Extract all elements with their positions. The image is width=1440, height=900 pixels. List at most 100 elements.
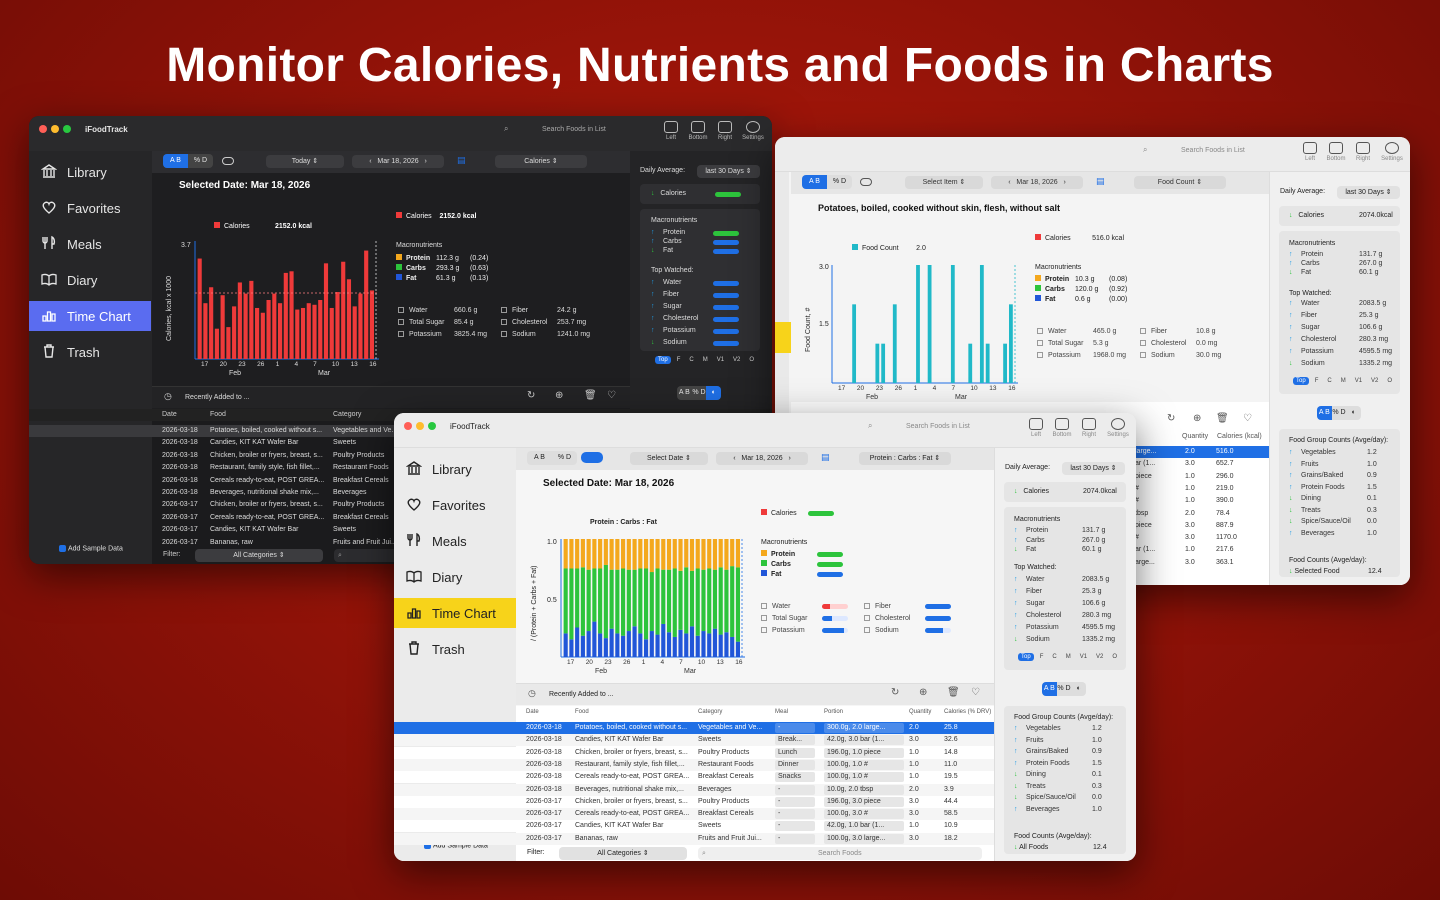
food-count-bar[interactable] — [979, 265, 984, 383]
side-mode-segment[interactable]: A B % D ◐ — [677, 386, 721, 400]
ratio-bar-fat[interactable] — [655, 634, 660, 657]
minimize-button[interactable] — [416, 422, 424, 430]
pd-mode[interactable]: % D — [832, 178, 847, 185]
sidebar-item-trash[interactable]: Trash — [29, 337, 151, 367]
ratio-bar-carbs[interactable] — [678, 570, 683, 630]
ratio-bar-carbs[interactable] — [626, 569, 631, 632]
ratio-bar-carbs[interactable] — [592, 568, 597, 622]
column-header[interactable]: Meal — [775, 709, 789, 715]
table-row[interactable]: 2026-03-18 Candies, KIT KAT Wafer Bar Swee… — [394, 734, 994, 747]
ratio-bar-fat[interactable] — [684, 633, 689, 657]
calorie-bar[interactable] — [237, 282, 242, 359]
ratio-bar-protein[interactable] — [586, 539, 591, 570]
sidebar-item-library[interactable]: Library — [29, 157, 151, 187]
sidebar-item-favorites[interactable]: Favorites — [29, 193, 151, 223]
sidebar-item-library[interactable]: Library — [394, 454, 516, 484]
side-pd-mode[interactable]: % D — [1332, 409, 1346, 416]
side-mode-segment[interactable]: A B % D ◐ — [1317, 406, 1361, 420]
ratio-bar-fat[interactable] — [575, 627, 580, 658]
trash-icon[interactable]: 🗑 — [947, 687, 960, 698]
portion-select[interactable]: 100.0g, 3.0 large... — [824, 833, 904, 844]
tab-o[interactable]: O — [749, 357, 755, 363]
meal-select[interactable]: - — [775, 723, 815, 733]
ratio-bar-fat[interactable] — [695, 635, 700, 657]
ratio-bar-carbs[interactable] — [649, 572, 654, 632]
ratio-bar-fat[interactable] — [735, 641, 740, 657]
portion-select[interactable]: 100.0g, 1.0 # — [824, 772, 904, 783]
ratio-bar-carbs[interactable] — [707, 568, 712, 634]
ratio-bar-protein[interactable] — [626, 539, 631, 570]
refresh-icon[interactable]: ↻ — [1167, 413, 1176, 424]
tab-v1[interactable]: V1 — [716, 357, 725, 363]
period-select[interactable]: last 30 Days ⇕ — [1337, 186, 1400, 199]
ratio-bar-protein[interactable] — [649, 539, 654, 573]
tab-m[interactable]: M — [1065, 654, 1071, 660]
ab-mode[interactable]: A B — [802, 175, 827, 189]
favorite-add-icon[interactable]: ♡ — [607, 390, 616, 401]
calorie-bar[interactable] — [272, 293, 277, 359]
nutrient-checkbox[interactable] — [864, 615, 870, 622]
quantity-header[interactable]: Quantity — [1182, 433, 1209, 440]
ratio-bar-fat[interactable] — [592, 621, 597, 657]
bottom-panel-button[interactable]: Bottom — [687, 121, 709, 141]
target-icon[interactable]: ⊕ — [1193, 413, 1202, 424]
ab-mode[interactable]: A B — [534, 454, 545, 461]
date-stepper[interactable]: ‹ Mar 18, 2026 › — [716, 452, 808, 465]
ratio-bar-carbs[interactable] — [689, 570, 695, 627]
settings-button[interactable]: Settings — [740, 121, 766, 141]
ratio-bar-fat[interactable] — [580, 635, 585, 657]
date-stepper[interactable]: ‹ Mar 18, 2026 › — [352, 155, 444, 168]
nutrient-checkbox[interactable] — [761, 615, 767, 622]
date-stepper[interactable]: ‹ Mar 18, 2026 › — [991, 176, 1083, 189]
nutrient-checkbox[interactable] — [761, 603, 767, 610]
calorie-bar[interactable] — [220, 295, 225, 359]
tab-top[interactable]: Top — [1293, 377, 1309, 385]
ratio-bar-fat[interactable] — [586, 631, 591, 657]
ratio-bar-protein[interactable] — [712, 539, 718, 570]
calorie-bar[interactable] — [260, 312, 265, 359]
ratio-bar-fat[interactable] — [672, 636, 677, 657]
ratio-bar-protein[interactable] — [655, 539, 660, 569]
calorie-bar[interactable] — [358, 293, 363, 359]
ratio-bar-carbs[interactable] — [730, 566, 735, 637]
left-panel-button[interactable]: Left — [1299, 142, 1321, 162]
date-select[interactable]: Select Date ⇕ — [630, 452, 708, 465]
portion-select[interactable]: 300.0g, 2.0 large... — [824, 723, 904, 733]
item-select[interactable]: Select Item ⇕ — [905, 176, 983, 189]
ratio-bar-protein[interactable] — [684, 539, 689, 568]
add-sample-checkbox[interactable]: Add Sample Data — [424, 842, 488, 849]
nutrient-checkbox[interactable] — [1037, 352, 1043, 359]
tab-f[interactable]: F — [1039, 654, 1044, 660]
trash-icon[interactable]: 🗑 — [1216, 413, 1229, 424]
sidebar-item-trash[interactable]: Trash — [394, 634, 516, 664]
ratio-bar-fat[interactable] — [701, 631, 706, 657]
period-select[interactable]: last 30 Days ⇕ — [697, 165, 760, 178]
bottom-panel-button[interactable]: Bottom — [1051, 418, 1073, 438]
ratio-bar-fat[interactable] — [724, 632, 729, 657]
ratio-bar-carbs[interactable] — [615, 569, 620, 634]
calorie-bar[interactable] — [209, 287, 214, 359]
food-count-bar[interactable] — [852, 304, 857, 383]
ratio-bar-carbs[interactable] — [655, 568, 660, 635]
sidebar-item-favorites[interactable]: Favorites — [394, 490, 516, 520]
side-ab-mode[interactable]: A B — [678, 389, 690, 396]
ratio-bar-carbs[interactable] — [718, 567, 723, 635]
ratio-bar-carbs[interactable] — [684, 567, 689, 634]
meal-select[interactable]: Lunch — [775, 747, 815, 758]
ratio-bar-protein[interactable] — [638, 539, 643, 569]
tab-o[interactable]: O — [1387, 378, 1393, 384]
tab-f[interactable]: F — [676, 357, 681, 363]
nutrient-checkbox[interactable] — [501, 307, 507, 314]
ratio-bar-fat[interactable] — [603, 638, 608, 657]
nutrient-checkbox[interactable] — [398, 319, 404, 326]
ratio-bar-fat[interactable] — [563, 633, 568, 657]
ratio-bar-carbs[interactable] — [724, 569, 729, 633]
settings-button[interactable]: Settings — [1377, 142, 1407, 162]
ratio-bar-protein[interactable] — [718, 539, 723, 568]
ratio-bar-carbs[interactable] — [621, 568, 626, 636]
meal-select[interactable]: - — [775, 821, 815, 832]
target-icon[interactable]: ⊕ — [919, 687, 928, 698]
sidebar-item-time-chart[interactable]: Time Chart — [29, 301, 151, 331]
ratio-bar-fat[interactable] — [730, 636, 735, 657]
ratio-bar-protein[interactable] — [592, 539, 597, 569]
